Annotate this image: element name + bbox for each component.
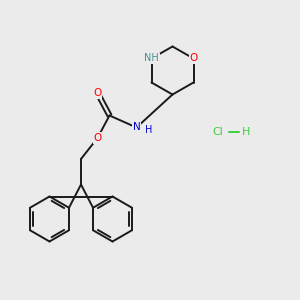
Text: H: H [242,127,250,137]
Text: O: O [93,133,102,143]
Text: Cl: Cl [212,127,223,137]
Text: NH: NH [144,53,159,64]
Text: O: O [93,88,102,98]
Text: N: N [133,122,140,133]
Text: H: H [146,125,153,135]
Text: O: O [189,53,198,64]
